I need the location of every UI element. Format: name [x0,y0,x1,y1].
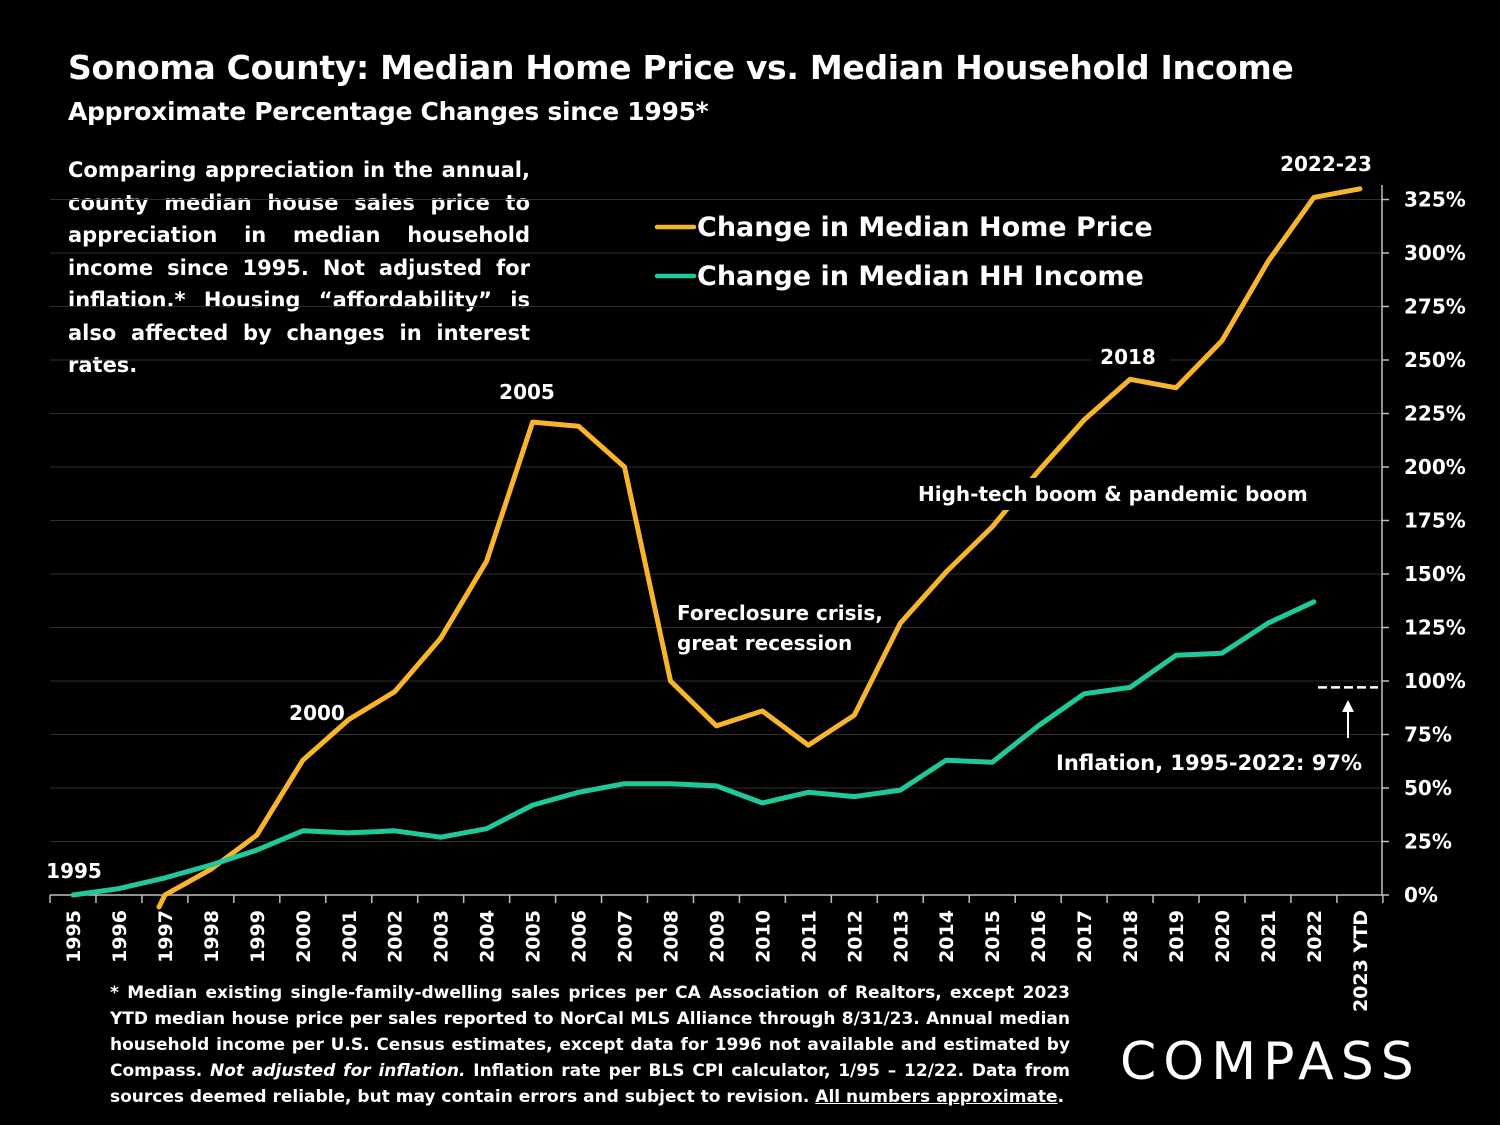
page-subtitle: Approximate Percentage Changes since 199… [68,97,709,126]
x-tick-label: 2002 [385,910,407,963]
x-tick-label: 2022 [1304,910,1326,963]
y-tick-label: 150% [1404,562,1466,586]
y-tick-label: 50% [1404,776,1452,800]
annotation-1995: 1995 [46,859,102,883]
y-tick-label: 25% [1404,830,1452,854]
compass-logo: COMPASS [1120,1032,1421,1092]
y-tick-label: 100% [1404,669,1466,693]
x-tick-label: 1996 [109,910,131,963]
x-tick-label: 2012 [844,910,866,963]
footnote-text: * Median existing single-family-dwelling… [110,983,1070,1081]
annotation-backing [1092,342,1170,372]
x-tick-label: 2004 [477,910,499,963]
chart-description: Comparing appreciation in the annual, co… [68,158,530,377]
x-tick-label: 2003 [431,910,453,963]
annotation-foreclosure-line1: Foreclosure crisis, [677,601,883,625]
x-tick-label: 2005 [523,910,545,963]
legend-label: Change in Median Home Price [697,212,1153,243]
y-tick-label: 250% [1404,348,1466,372]
x-tick-label: 2000 [293,910,315,963]
y-tick-label: 175% [1404,509,1466,533]
page-title: Sonoma County: Median Home Price vs. Med… [68,48,1294,87]
series-line-home-price [156,186,1363,910]
y-tick-label: 300% [1404,241,1466,265]
footnote-italic: Not adjusted for inflation. [210,1061,466,1081]
y-tick-label: 75% [1404,723,1452,747]
x-tick-label: 2019 [1166,910,1188,963]
annotation-2005: 2005 [499,380,555,404]
x-tick-label: 2009 [706,910,728,963]
footnote-underlined: All numbers approximate [815,1087,1058,1107]
x-tick-label: 2020 [1212,910,1234,963]
x-tick-label: 1997 [155,910,177,963]
annotation-backing [912,478,1290,510]
x-tick-label: 2017 [1074,910,1096,963]
y-tick-label: 275% [1404,295,1466,319]
y-tick-label: 225% [1404,402,1466,426]
x-tick-label: 2008 [660,910,682,963]
annotation-foreclosure-line2: great recession [677,631,852,655]
x-tick-label: 2016 [1028,910,1050,963]
inflation-arrow-head [1342,700,1354,712]
y-tick-label: 200% [1404,455,1466,479]
x-tick-label: 1999 [247,910,269,963]
annotation-2018: 2018 [1100,345,1156,369]
footnote-text-2: Inflation rate per BLS CPI calculator, 1… [110,1061,1070,1107]
annotation-high-tech: High-tech boom & pandemic boom [918,482,1308,506]
x-tick-label: 2010 [752,910,774,963]
x-tick-label: 2006 [569,910,591,963]
y-tick-label: 0% [1404,883,1438,907]
y-tick-label: 325% [1404,188,1466,212]
footnote-end: . [1057,1087,1065,1107]
legend-label: Change in Median HH Income [697,261,1144,292]
annotation-2000: 2000 [289,701,345,725]
x-tick-label: 2011 [798,910,820,963]
annotation-2022-23: 2022-23 [1280,152,1372,176]
inflation-label: Inflation, 1995-2022: 97% [1056,751,1362,775]
x-tick-label: 1998 [201,910,223,963]
series-line-hh-income [70,599,1317,898]
footnote: * Median existing single-family-dwelling… [110,980,1070,1110]
x-tick-label: 2013 [890,910,912,963]
x-tick-label: 2018 [1120,910,1142,963]
x-tick-label: 2014 [936,910,958,963]
x-tick-label: 2007 [615,910,637,963]
x-tick-label: 2001 [339,910,361,963]
x-tick-label: 2021 [1258,910,1280,963]
x-tick-label: 2015 [982,910,1004,963]
x-tick-label: 2023 YTD [1350,910,1372,1012]
y-tick-label: 125% [1404,616,1466,640]
x-tick-label: 1995 [63,910,85,963]
